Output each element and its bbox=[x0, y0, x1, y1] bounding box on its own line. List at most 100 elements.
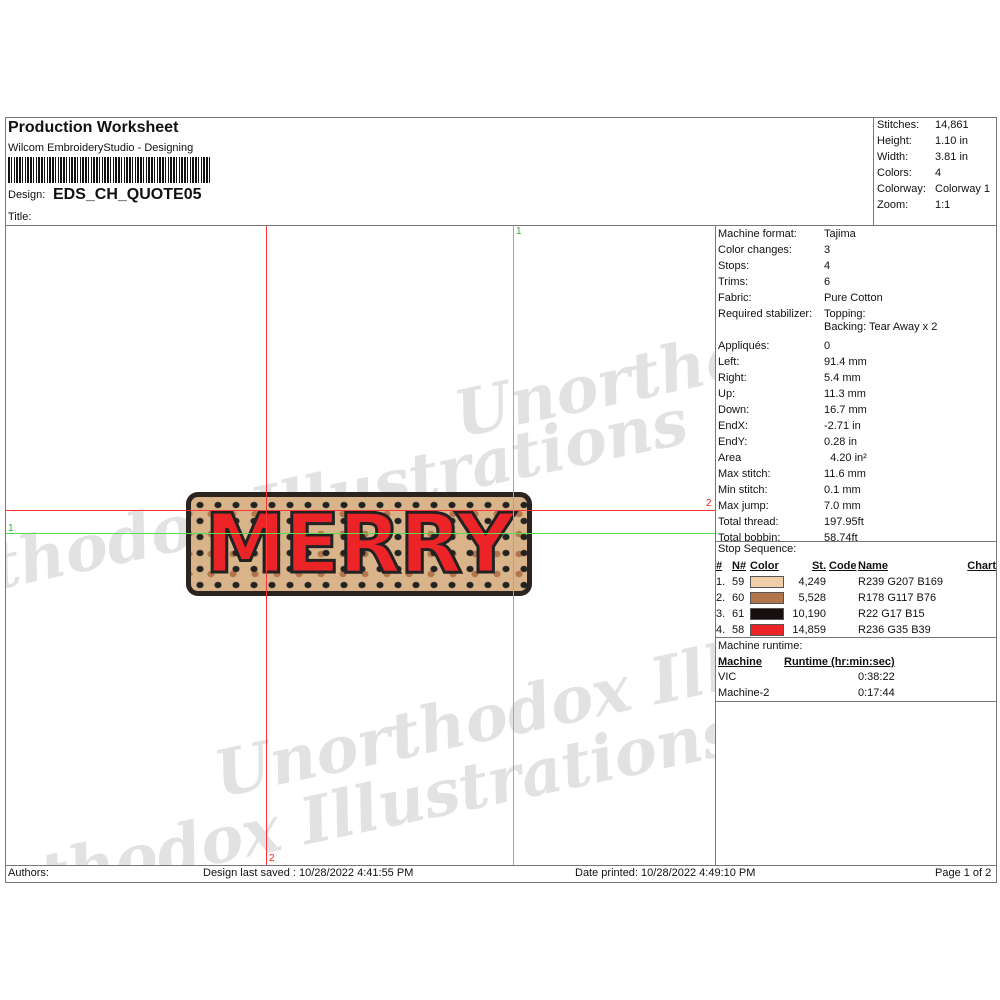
watermark: Unorthodox Illustrations bbox=[6, 694, 715, 865]
detail-value: 11.3 mm bbox=[824, 388, 866, 400]
stop-name: R178 G117 B76 bbox=[858, 592, 937, 604]
divider bbox=[715, 701, 997, 702]
page-number: Page 1 of 2 bbox=[935, 867, 992, 879]
summary-label: Stitches: bbox=[877, 119, 920, 131]
guide-label: 2 bbox=[706, 498, 712, 509]
detail-label: EndX: bbox=[718, 420, 748, 432]
stop-row: 2. 60 5,528 R178 G117 B76 bbox=[716, 590, 996, 606]
summary-value: 4 bbox=[935, 167, 942, 179]
detail-label bbox=[718, 319, 824, 335]
summary-value: 1.10 in bbox=[935, 135, 969, 147]
detail-row: Stops: 4 bbox=[718, 258, 830, 274]
detail-label: Color changes: bbox=[718, 244, 792, 256]
green-guide-vertical bbox=[513, 226, 514, 865]
stop-needle: 61 bbox=[732, 608, 745, 620]
detail-row: Total thread: 197.95ft bbox=[718, 514, 864, 530]
detail-row: Left: 91.4 mm bbox=[718, 354, 867, 370]
stop-name: R22 G17 B15 bbox=[858, 608, 925, 620]
detail-label: Down: bbox=[718, 404, 750, 416]
detail-value: -2.71 in bbox=[824, 420, 861, 432]
stop-row: 4. 58 14,859 R236 G35 B39 bbox=[716, 622, 996, 638]
detail-value: 58.74ft bbox=[824, 532, 858, 544]
color-swatch bbox=[750, 576, 784, 589]
detail-value: Pure Cotton bbox=[824, 292, 883, 304]
stop-num: 2. bbox=[716, 592, 726, 604]
col-n: N# bbox=[732, 560, 747, 572]
merry-embroidery-design: MERRY bbox=[186, 492, 532, 596]
stop-needle: 59 bbox=[732, 576, 745, 588]
divider bbox=[873, 117, 874, 225]
software-name: Wilcom EmbroideryStudio - Designing bbox=[8, 142, 194, 154]
detail-value: 7.0 mm bbox=[824, 500, 861, 512]
page-title: Production Worksheet bbox=[8, 119, 179, 136]
stop-code bbox=[826, 574, 858, 590]
stop-code bbox=[826, 622, 858, 638]
summary-row: Colorway: Colorway 1 bbox=[877, 181, 990, 197]
divider bbox=[5, 865, 997, 866]
divider bbox=[715, 637, 997, 638]
detail-label: Required stabilizer: bbox=[718, 308, 813, 320]
detail-label: Total thread: bbox=[718, 516, 779, 528]
stop-name: R236 G35 B39 bbox=[858, 624, 931, 636]
guide-label: 1 bbox=[8, 523, 14, 534]
stop-row: 1. 59 4,249 R239 G207 B169 bbox=[716, 574, 996, 590]
detail-value: Backing: Tear Away x 2 bbox=[824, 321, 938, 333]
barcode bbox=[8, 157, 210, 183]
detail-value: 4 bbox=[824, 260, 831, 272]
detail-value: Topping: bbox=[824, 308, 866, 320]
color-swatch bbox=[750, 624, 784, 637]
col-st: St. bbox=[811, 560, 826, 572]
detail-row: Down: 16.7 mm bbox=[718, 402, 867, 418]
summary-row: Width: 3.81 in bbox=[877, 149, 990, 165]
last-saved: Design last saved : 10/28/2022 4:41:55 P… bbox=[203, 867, 414, 879]
stop-stitches: 4,249 bbox=[798, 576, 826, 588]
detail-value: 11.6 mm bbox=[824, 468, 866, 480]
design-name: EDS_CH_QUOTE05 bbox=[53, 186, 202, 203]
stop-stitches: 5,528 bbox=[798, 592, 826, 604]
detail-row: Appliqués: 0 bbox=[718, 338, 830, 354]
summary-row: Zoom: 1:1 bbox=[877, 197, 990, 213]
summary-label: Width: bbox=[877, 151, 909, 163]
detail-value: 197.95ft bbox=[824, 516, 864, 528]
detail-value: 4.20 in² bbox=[824, 452, 867, 464]
detail-label: Max jump: bbox=[718, 500, 769, 512]
detail-row: Up: 11.3 mm bbox=[718, 386, 866, 402]
detail-row: Required stabilizer: Topping: bbox=[718, 306, 866, 322]
worksheet-frame bbox=[5, 117, 997, 883]
machine-name: Machine-2 bbox=[718, 687, 770, 699]
summary-value: Colorway 1 bbox=[935, 183, 991, 195]
detail-label: Right: bbox=[718, 372, 747, 384]
detail-label: Total bobbin: bbox=[718, 532, 781, 544]
detail-row: Total bobbin: 58.74ft bbox=[718, 530, 858, 546]
detail-value: 16.7 mm bbox=[824, 404, 867, 416]
detail-label: EndY: bbox=[718, 436, 748, 448]
divider bbox=[5, 225, 997, 226]
stop-sequence-title: Stop Sequence: bbox=[718, 543, 797, 555]
detail-label: Min stitch: bbox=[718, 484, 768, 496]
stop-num: 3. bbox=[716, 608, 726, 620]
detail-value: Tajima bbox=[824, 228, 856, 240]
detail-row: Fabric: Pure Cotton bbox=[718, 290, 883, 306]
detail-row: Area 4.20 in² bbox=[718, 450, 867, 466]
watermark: Unorthodox Illustrations bbox=[447, 226, 715, 453]
stop-name: R239 G207 B169 bbox=[858, 576, 944, 588]
summary-value: 1:1 bbox=[935, 199, 951, 211]
stop-needle: 60 bbox=[732, 592, 745, 604]
stop-sequence-table: # N# Color St. Code Name Chart 1. 59 4,249… bbox=[716, 558, 996, 638]
detail-value: 6 bbox=[824, 276, 831, 288]
detail-value: 0 bbox=[824, 340, 831, 352]
summary-label: Colors: bbox=[877, 167, 912, 179]
machine-runtime: 0:17:44 bbox=[858, 687, 895, 699]
stop-code bbox=[826, 606, 858, 622]
color-swatch bbox=[750, 608, 784, 621]
detail-value: 0.1 mm bbox=[824, 484, 861, 496]
col-chart: Chart bbox=[967, 560, 996, 572]
detail-label: Max stitch: bbox=[718, 468, 771, 480]
runtime-title: Machine runtime: bbox=[718, 640, 803, 652]
summary-value: 14,861 bbox=[935, 119, 969, 131]
detail-label: Machine format: bbox=[718, 228, 797, 240]
red-guide-vertical bbox=[266, 226, 267, 865]
detail-row: Max jump: 7.0 mm bbox=[718, 498, 861, 514]
detail-label: Left: bbox=[718, 356, 740, 368]
guide-label: 1 bbox=[516, 226, 522, 237]
